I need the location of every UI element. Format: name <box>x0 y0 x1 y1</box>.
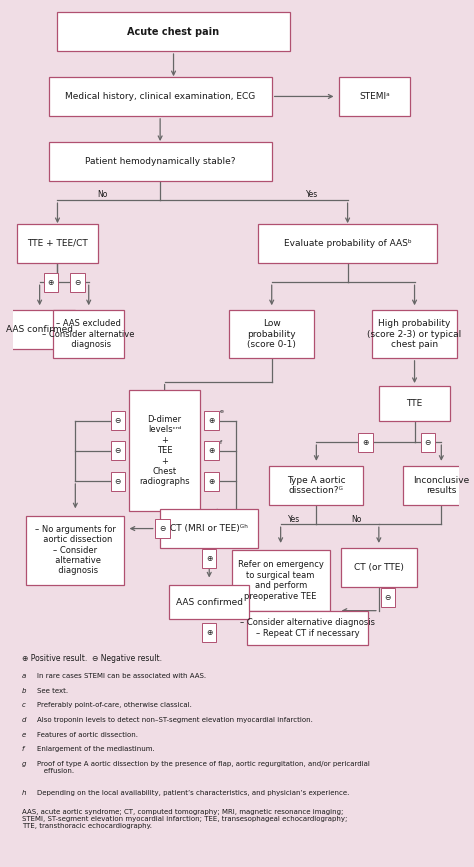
FancyBboxPatch shape <box>258 224 437 263</box>
FancyBboxPatch shape <box>44 273 58 292</box>
Text: Yes: Yes <box>288 515 300 525</box>
FancyBboxPatch shape <box>379 386 450 420</box>
Text: e: e <box>22 732 26 738</box>
Text: b: b <box>22 688 26 694</box>
Text: c: c <box>22 702 26 708</box>
FancyBboxPatch shape <box>110 441 125 460</box>
Text: Low
probability
(score 0-1): Low probability (score 0-1) <box>247 319 296 349</box>
Text: ⊕: ⊕ <box>206 554 212 564</box>
Text: g: g <box>22 761 26 767</box>
FancyBboxPatch shape <box>71 273 85 292</box>
FancyBboxPatch shape <box>202 550 216 569</box>
Text: e: e <box>220 409 224 414</box>
Text: Acute chest pain: Acute chest pain <box>128 27 219 36</box>
FancyBboxPatch shape <box>204 411 219 430</box>
FancyBboxPatch shape <box>53 310 125 358</box>
Text: Evaluate probability of AASᵇ: Evaluate probability of AASᵇ <box>284 239 411 248</box>
FancyBboxPatch shape <box>160 509 258 548</box>
FancyBboxPatch shape <box>202 623 216 642</box>
FancyBboxPatch shape <box>341 548 417 587</box>
Text: In rare cases STEMI can be associated with AAS.: In rare cases STEMI can be associated wi… <box>37 673 207 679</box>
FancyBboxPatch shape <box>110 472 125 491</box>
Text: See text.: See text. <box>37 688 69 694</box>
FancyBboxPatch shape <box>26 516 125 584</box>
Text: ⊕: ⊕ <box>208 477 215 486</box>
FancyBboxPatch shape <box>232 551 330 610</box>
FancyBboxPatch shape <box>247 610 368 645</box>
Text: ⊕: ⊕ <box>208 447 215 455</box>
FancyBboxPatch shape <box>57 12 290 51</box>
Text: CT (MRI or TEE)ᴳʰ: CT (MRI or TEE)ᴳʰ <box>170 524 248 533</box>
Text: ⊖: ⊖ <box>115 477 121 486</box>
FancyBboxPatch shape <box>372 310 457 358</box>
Text: ⊕: ⊕ <box>47 277 54 287</box>
FancyBboxPatch shape <box>169 584 249 619</box>
Text: ⊖: ⊖ <box>74 277 81 287</box>
Text: ⊖: ⊖ <box>159 524 165 533</box>
Text: f: f <box>22 746 24 753</box>
Text: STEMIᵃ: STEMIᵃ <box>359 92 390 101</box>
Text: – No arguments for
  aortic dissection
– Consider
  alternative
  diagnosis: – No arguments for aortic dissection – C… <box>35 525 116 576</box>
Text: TTE: TTE <box>406 399 423 407</box>
Text: a: a <box>22 673 26 679</box>
Text: Medical history, clinical examination, ECG: Medical history, clinical examination, E… <box>65 92 255 101</box>
Text: – Consider alternative diagnosis
– Repeat CT if necessary: – Consider alternative diagnosis – Repea… <box>240 618 375 637</box>
Text: D-dimer
levelsᶜʳᵈ
+
TEE
+
Chest
radiographs: D-dimer levelsᶜʳᵈ + TEE + Chest radiogra… <box>139 415 190 486</box>
FancyBboxPatch shape <box>403 466 474 505</box>
Text: Patient hemodynamically stable?: Patient hemodynamically stable? <box>85 157 236 166</box>
Text: Features of aortic dissection.: Features of aortic dissection. <box>37 732 138 738</box>
Text: ⊕: ⊕ <box>206 628 212 636</box>
Text: ⊖: ⊖ <box>425 438 431 447</box>
FancyBboxPatch shape <box>110 411 125 430</box>
FancyBboxPatch shape <box>270 466 363 505</box>
Text: Also troponin levels to detect non–ST-segment elevation myocardial infarction.: Also troponin levels to detect non–ST-se… <box>37 717 313 723</box>
Text: Inconclusive
results: Inconclusive results <box>413 476 469 495</box>
FancyBboxPatch shape <box>4 310 75 349</box>
Text: TTE + TEE/CT: TTE + TEE/CT <box>27 239 88 248</box>
Text: f: f <box>220 440 222 445</box>
Text: ⊕: ⊕ <box>208 416 215 425</box>
FancyBboxPatch shape <box>129 390 201 512</box>
Text: ⊕: ⊕ <box>362 438 369 447</box>
Text: Yes: Yes <box>306 190 318 199</box>
FancyBboxPatch shape <box>229 310 314 358</box>
Text: Refer on emergency
to surgical team
and perform
preoperative TEE: Refer on emergency to surgical team and … <box>237 560 324 601</box>
Text: No: No <box>351 515 362 525</box>
FancyBboxPatch shape <box>18 224 98 263</box>
FancyBboxPatch shape <box>48 77 272 116</box>
Text: AAS confirmed: AAS confirmed <box>6 325 73 335</box>
Text: ⊖: ⊖ <box>115 416 121 425</box>
Text: Preferably point-of-care, otherwise classical.: Preferably point-of-care, otherwise clas… <box>37 702 192 708</box>
Text: AAS, acute aortic syndrome; CT, computed tomography; MRI, magnetic resonance ima: AAS, acute aortic syndrome; CT, computed… <box>22 810 347 830</box>
Text: CT (or TTE): CT (or TTE) <box>354 563 404 572</box>
Text: Depending on the local availability, patient’s characteristics, and physician’s : Depending on the local availability, pat… <box>37 791 350 797</box>
FancyBboxPatch shape <box>338 77 410 116</box>
Text: h: h <box>22 791 26 797</box>
Text: d: d <box>22 717 26 723</box>
Text: ⊖: ⊖ <box>115 447 121 455</box>
Text: High probability
(score 2-3) or typical
chest pain: High probability (score 2-3) or typical … <box>367 319 462 349</box>
FancyBboxPatch shape <box>381 588 395 607</box>
FancyBboxPatch shape <box>421 433 435 452</box>
Text: ⊕ Positive result.  ⊖ Negative result.: ⊕ Positive result. ⊖ Negative result. <box>22 654 162 663</box>
Text: No: No <box>97 190 107 199</box>
Text: AAS confirmed: AAS confirmed <box>176 597 243 607</box>
Text: Proof of type A aortic dissection by the presence of flap, aortic regurgitation,: Proof of type A aortic dissection by the… <box>37 761 370 774</box>
FancyBboxPatch shape <box>358 433 373 452</box>
Text: Type A aortic
dissection?ᴳ: Type A aortic dissection?ᴳ <box>287 476 346 495</box>
Text: Enlargement of the mediastinum.: Enlargement of the mediastinum. <box>37 746 155 753</box>
FancyBboxPatch shape <box>48 142 272 180</box>
Text: – AAS excluded
– Consider alternative
  diagnosis: – AAS excluded – Consider alternative di… <box>43 319 135 349</box>
Text: ⊖: ⊖ <box>384 593 391 603</box>
FancyBboxPatch shape <box>155 519 170 538</box>
FancyBboxPatch shape <box>204 441 219 460</box>
FancyBboxPatch shape <box>204 472 219 491</box>
